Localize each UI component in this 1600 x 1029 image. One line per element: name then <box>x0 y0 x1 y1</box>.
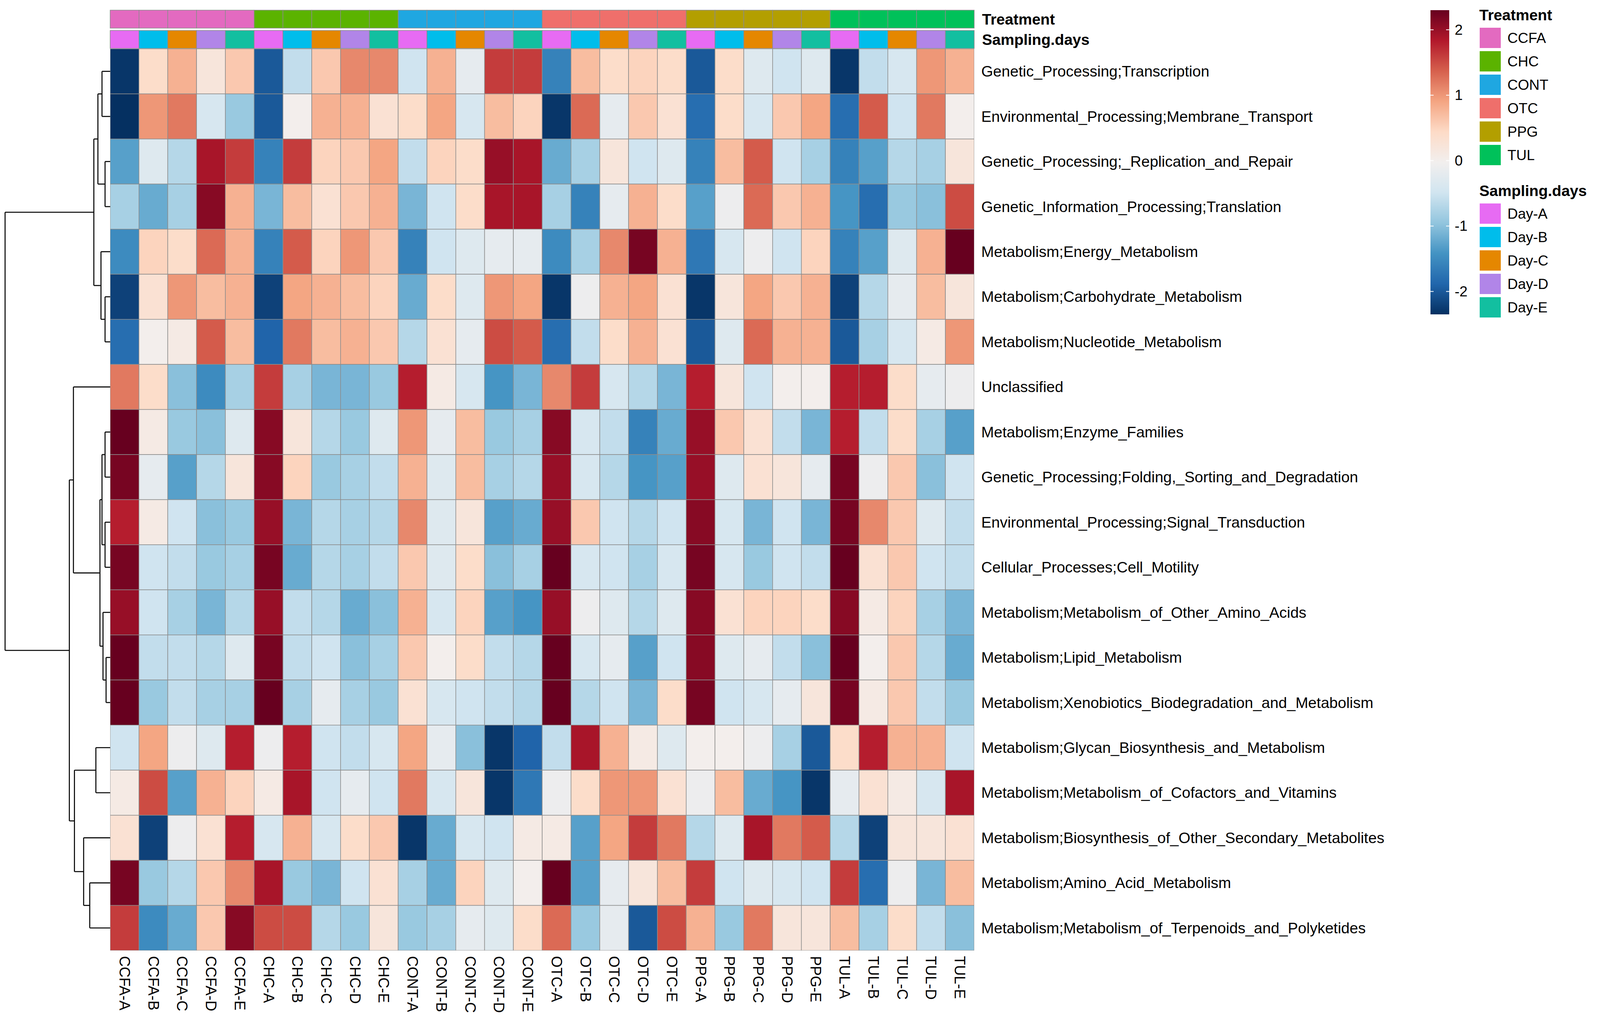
svg-text:PPG-A: PPG-A <box>692 956 709 1003</box>
svg-text:Genetic_Processing;Folding,_So: Genetic_Processing;Folding,_Sorting_and_… <box>981 468 1359 486</box>
svg-text:Genetic_Processing;Transcripti: Genetic_Processing;Transcription <box>981 62 1210 80</box>
svg-text:Day-B: Day-B <box>1507 229 1548 246</box>
svg-text:OTC-A: OTC-A <box>548 956 565 1003</box>
svg-text:CHC: CHC <box>1507 53 1539 70</box>
svg-text:CONT-A: CONT-A <box>404 956 421 1013</box>
svg-text:Day-C: Day-C <box>1507 252 1549 269</box>
svg-text:Metabolism;Metabolism_of_Cofac: Metabolism;Metabolism_of_Cofactors_and_V… <box>981 784 1337 802</box>
svg-text:CONT-B: CONT-B <box>433 956 450 1013</box>
svg-text:CONT: CONT <box>1507 76 1549 93</box>
svg-text:PPG: PPG <box>1507 123 1538 140</box>
svg-text:CCFA-D: CCFA-D <box>202 956 220 1012</box>
svg-text:Treatment: Treatment <box>1479 6 1552 24</box>
svg-text:TUL: TUL <box>1507 147 1535 164</box>
svg-text:0: 0 <box>1454 152 1463 169</box>
svg-text:Metabolism;Energy_Metabolism: Metabolism;Energy_Metabolism <box>981 243 1199 261</box>
svg-text:CHC-D: CHC-D <box>346 956 364 1004</box>
svg-text:1: 1 <box>1454 87 1463 104</box>
svg-text:Metabolism;Biosynthesis_of_Oth: Metabolism;Biosynthesis_of_Other_Seconda… <box>981 829 1385 847</box>
svg-text:CCFA-C: CCFA-C <box>173 956 191 1012</box>
svg-text:Metabolism;Lipid_Metabolism: Metabolism;Lipid_Metabolism <box>981 649 1183 667</box>
svg-text:OTC-D: OTC-D <box>634 956 652 1004</box>
svg-text:Metabolism;Glycan_Biosynthesis: Metabolism;Glycan_Biosynthesis_and_Metab… <box>981 739 1325 757</box>
svg-text:-1: -1 <box>1454 217 1468 234</box>
svg-text:Metabolism;Carbohydrate_Metabo: Metabolism;Carbohydrate_Metabolism <box>981 288 1243 306</box>
svg-text:PPG-C: PPG-C <box>750 956 767 1004</box>
svg-text:Genetic_Processing;_Replicatio: Genetic_Processing;_Replication_and_Repa… <box>981 153 1293 170</box>
svg-text:CONT-D: CONT-D <box>490 956 508 1014</box>
svg-text:CCFA-B: CCFA-B <box>145 956 162 1011</box>
svg-text:CONT-C: CONT-C <box>462 956 479 1014</box>
svg-text:Unclassified: Unclassified <box>981 378 1064 396</box>
svg-text:Environmental_Processing;Signa: Environmental_Processing;Signal_Transduc… <box>981 514 1306 531</box>
svg-text:Environmental_Processing;Membr: Environmental_Processing;Membrane_Transp… <box>981 108 1313 125</box>
svg-text:Sampling.days: Sampling.days <box>982 31 1090 49</box>
svg-text:Day-E: Day-E <box>1507 299 1548 316</box>
svg-text:Metabolism;Nucleotide_Metaboli: Metabolism;Nucleotide_Metabolism <box>981 333 1222 351</box>
svg-text:2: 2 <box>1454 21 1463 38</box>
svg-text:Metabolism;Metabolism_of_Other: Metabolism;Metabolism_of_Other_Amino_Aci… <box>981 604 1307 622</box>
svg-text:OTC-C: OTC-C <box>605 956 623 1004</box>
svg-text:Metabolism;Metabolism_of_Terpe: Metabolism;Metabolism_of_Terpenoids_and_… <box>981 919 1366 937</box>
svg-text:PPG-B: PPG-B <box>721 956 738 1003</box>
svg-text:TUL-E: TUL-E <box>951 956 968 1000</box>
svg-text:OTC: OTC <box>1507 100 1538 117</box>
svg-text:Metabolism;Amino_Acid_Metaboli: Metabolism;Amino_Acid_Metabolism <box>981 874 1231 892</box>
svg-text:OTC-B: OTC-B <box>577 956 594 1003</box>
svg-text:-2: -2 <box>1454 283 1468 300</box>
svg-text:CHC-A: CHC-A <box>260 956 277 1004</box>
svg-text:TUL-C: TUL-C <box>894 956 911 1000</box>
svg-text:CCFA-A: CCFA-A <box>116 956 133 1011</box>
svg-text:TUL-A: TUL-A <box>836 956 853 1000</box>
svg-text:OTC-E: OTC-E <box>663 956 681 1003</box>
svg-text:CHC-C: CHC-C <box>317 956 335 1004</box>
svg-text:Day-D: Day-D <box>1507 276 1549 293</box>
svg-text:PPG-D: PPG-D <box>778 956 796 1004</box>
svg-text:CHC-B: CHC-B <box>289 956 306 1004</box>
svg-text:CHC-E: CHC-E <box>375 956 392 1004</box>
svg-text:Cellular_Processes;Cell_Motili: Cellular_Processes;Cell_Motility <box>981 558 1200 576</box>
svg-text:PPG-E: PPG-E <box>807 956 824 1003</box>
svg-text:Day-A: Day-A <box>1507 205 1548 222</box>
svg-text:CCFA: CCFA <box>1507 30 1547 47</box>
svg-text:CONT-E: CONT-E <box>519 956 536 1013</box>
svg-text:Metabolism;Xenobiotics_Biodegr: Metabolism;Xenobiotics_Biodegradation_an… <box>981 694 1374 712</box>
svg-text:Genetic_Information_Processing: Genetic_Information_Processing;Translati… <box>981 198 1282 216</box>
svg-text:Treatment: Treatment <box>982 10 1055 28</box>
svg-text:Metabolism;Enzyme_Families: Metabolism;Enzyme_Families <box>981 423 1184 441</box>
svg-text:CCFA-E: CCFA-E <box>231 956 249 1011</box>
svg-text:Sampling.days: Sampling.days <box>1479 182 1587 200</box>
svg-text:TUL-B: TUL-B <box>865 956 882 1000</box>
svg-text:TUL-D: TUL-D <box>922 956 940 1000</box>
